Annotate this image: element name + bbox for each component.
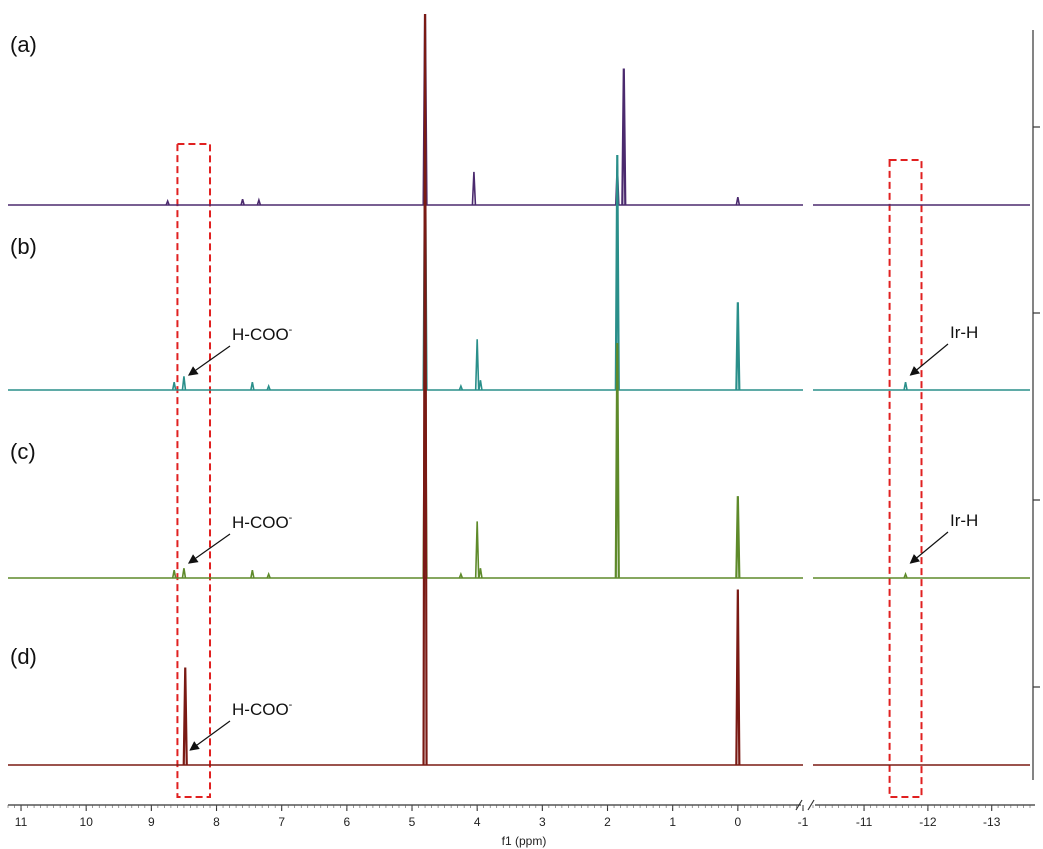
spectrum-peak xyxy=(614,154,620,391)
x-tick-label: 8 xyxy=(213,815,220,829)
right-edge-axis xyxy=(1032,30,1040,780)
spectrum-peak xyxy=(474,521,480,579)
spectrum-peak xyxy=(181,568,187,579)
h-coo-annotation: H-COO- xyxy=(232,324,293,344)
annotation-arrow xyxy=(909,343,949,376)
spectrum-peak xyxy=(182,667,188,766)
x-tick-label: 5 xyxy=(409,815,416,829)
spectrum-trace xyxy=(8,13,1030,206)
spectrum-peak xyxy=(903,382,908,391)
spectrum-peak xyxy=(171,570,177,579)
panel-label: (a) xyxy=(10,32,37,57)
spectrum-peak xyxy=(478,380,483,391)
spectrum-peak xyxy=(165,198,170,206)
x-tick-label: -12 xyxy=(919,815,937,829)
x-tick-label: 10 xyxy=(80,815,94,829)
spectrum-peak xyxy=(266,571,271,579)
spectrum-peak xyxy=(621,68,627,206)
spectrum-peak xyxy=(614,342,620,579)
spectrum-peak xyxy=(474,339,480,391)
panel-labels: (a) (b) (c) (d) xyxy=(10,32,37,669)
x-tick-label: -13 xyxy=(983,815,1001,829)
x-tick-label: 7 xyxy=(278,815,285,829)
annotation-arrow xyxy=(187,345,231,376)
x-tick-label: -1 xyxy=(798,815,809,829)
panel-label: (c) xyxy=(10,439,36,464)
axis-break-mark xyxy=(807,799,815,811)
spectrum-peak xyxy=(250,382,255,391)
spectrum-trace xyxy=(8,342,1030,579)
x-tick-label: 2 xyxy=(604,815,611,829)
highlight-box xyxy=(176,143,212,798)
spectrum-peak xyxy=(256,197,262,206)
spectrum-peak xyxy=(735,302,741,391)
spectrum-peak xyxy=(458,571,464,579)
x-tick-label: -11 xyxy=(856,815,873,829)
panel-label: (b) xyxy=(10,234,37,259)
spectrum-peak xyxy=(471,171,477,206)
x-tick-label: 3 xyxy=(539,815,546,829)
spectrum-trace xyxy=(8,154,1030,391)
spectrum-peak xyxy=(266,383,271,391)
spectrum-peak xyxy=(735,589,741,766)
annotation-arrow xyxy=(189,720,231,751)
spectrum-peak xyxy=(735,197,741,206)
x-tick-label: 1 xyxy=(669,815,676,829)
spectrum-peak xyxy=(903,571,908,579)
x-tick-label: 4 xyxy=(474,815,481,829)
spectra-traces xyxy=(8,13,1030,766)
x-tick-label: 6 xyxy=(344,815,351,829)
x-tick-label: 11 xyxy=(15,815,28,829)
spectrum-peak xyxy=(735,496,741,579)
spectrum-peak xyxy=(171,382,177,391)
h-coo-annotation: H-COO- xyxy=(232,699,293,719)
spectrum-peak xyxy=(458,383,464,391)
axis-break-mark xyxy=(795,799,803,811)
spectrum-trace xyxy=(8,13,1030,766)
x-axis-title: f1 (ppm) xyxy=(502,834,547,848)
spectrum-peak xyxy=(181,376,187,391)
panel-label: (d) xyxy=(10,644,37,669)
highlight-box xyxy=(888,159,923,798)
ir-h-annotation: Ir-H xyxy=(950,323,978,342)
spectrum-peak xyxy=(250,570,255,579)
x-tick-label: 9 xyxy=(148,815,155,829)
x-axis: 11 10 9 8 7 6 5 4 3 2 1 0 -1 -11 -12 -13 xyxy=(7,799,1035,829)
annotation-arrow xyxy=(187,533,231,564)
annotations: H-COO- Ir-H H-COO- Ir-H H-COO- xyxy=(187,323,978,751)
spectrum-peak xyxy=(422,13,428,766)
spectrum-peak xyxy=(478,568,483,579)
annotation-arrow xyxy=(909,531,949,564)
ir-h-annotation: Ir-H xyxy=(950,511,978,530)
spectrum-peak xyxy=(240,198,245,206)
x-tick-label: 0 xyxy=(734,815,741,829)
highlight-boxes xyxy=(176,143,923,798)
h-coo-annotation: H-COO- xyxy=(232,512,293,532)
